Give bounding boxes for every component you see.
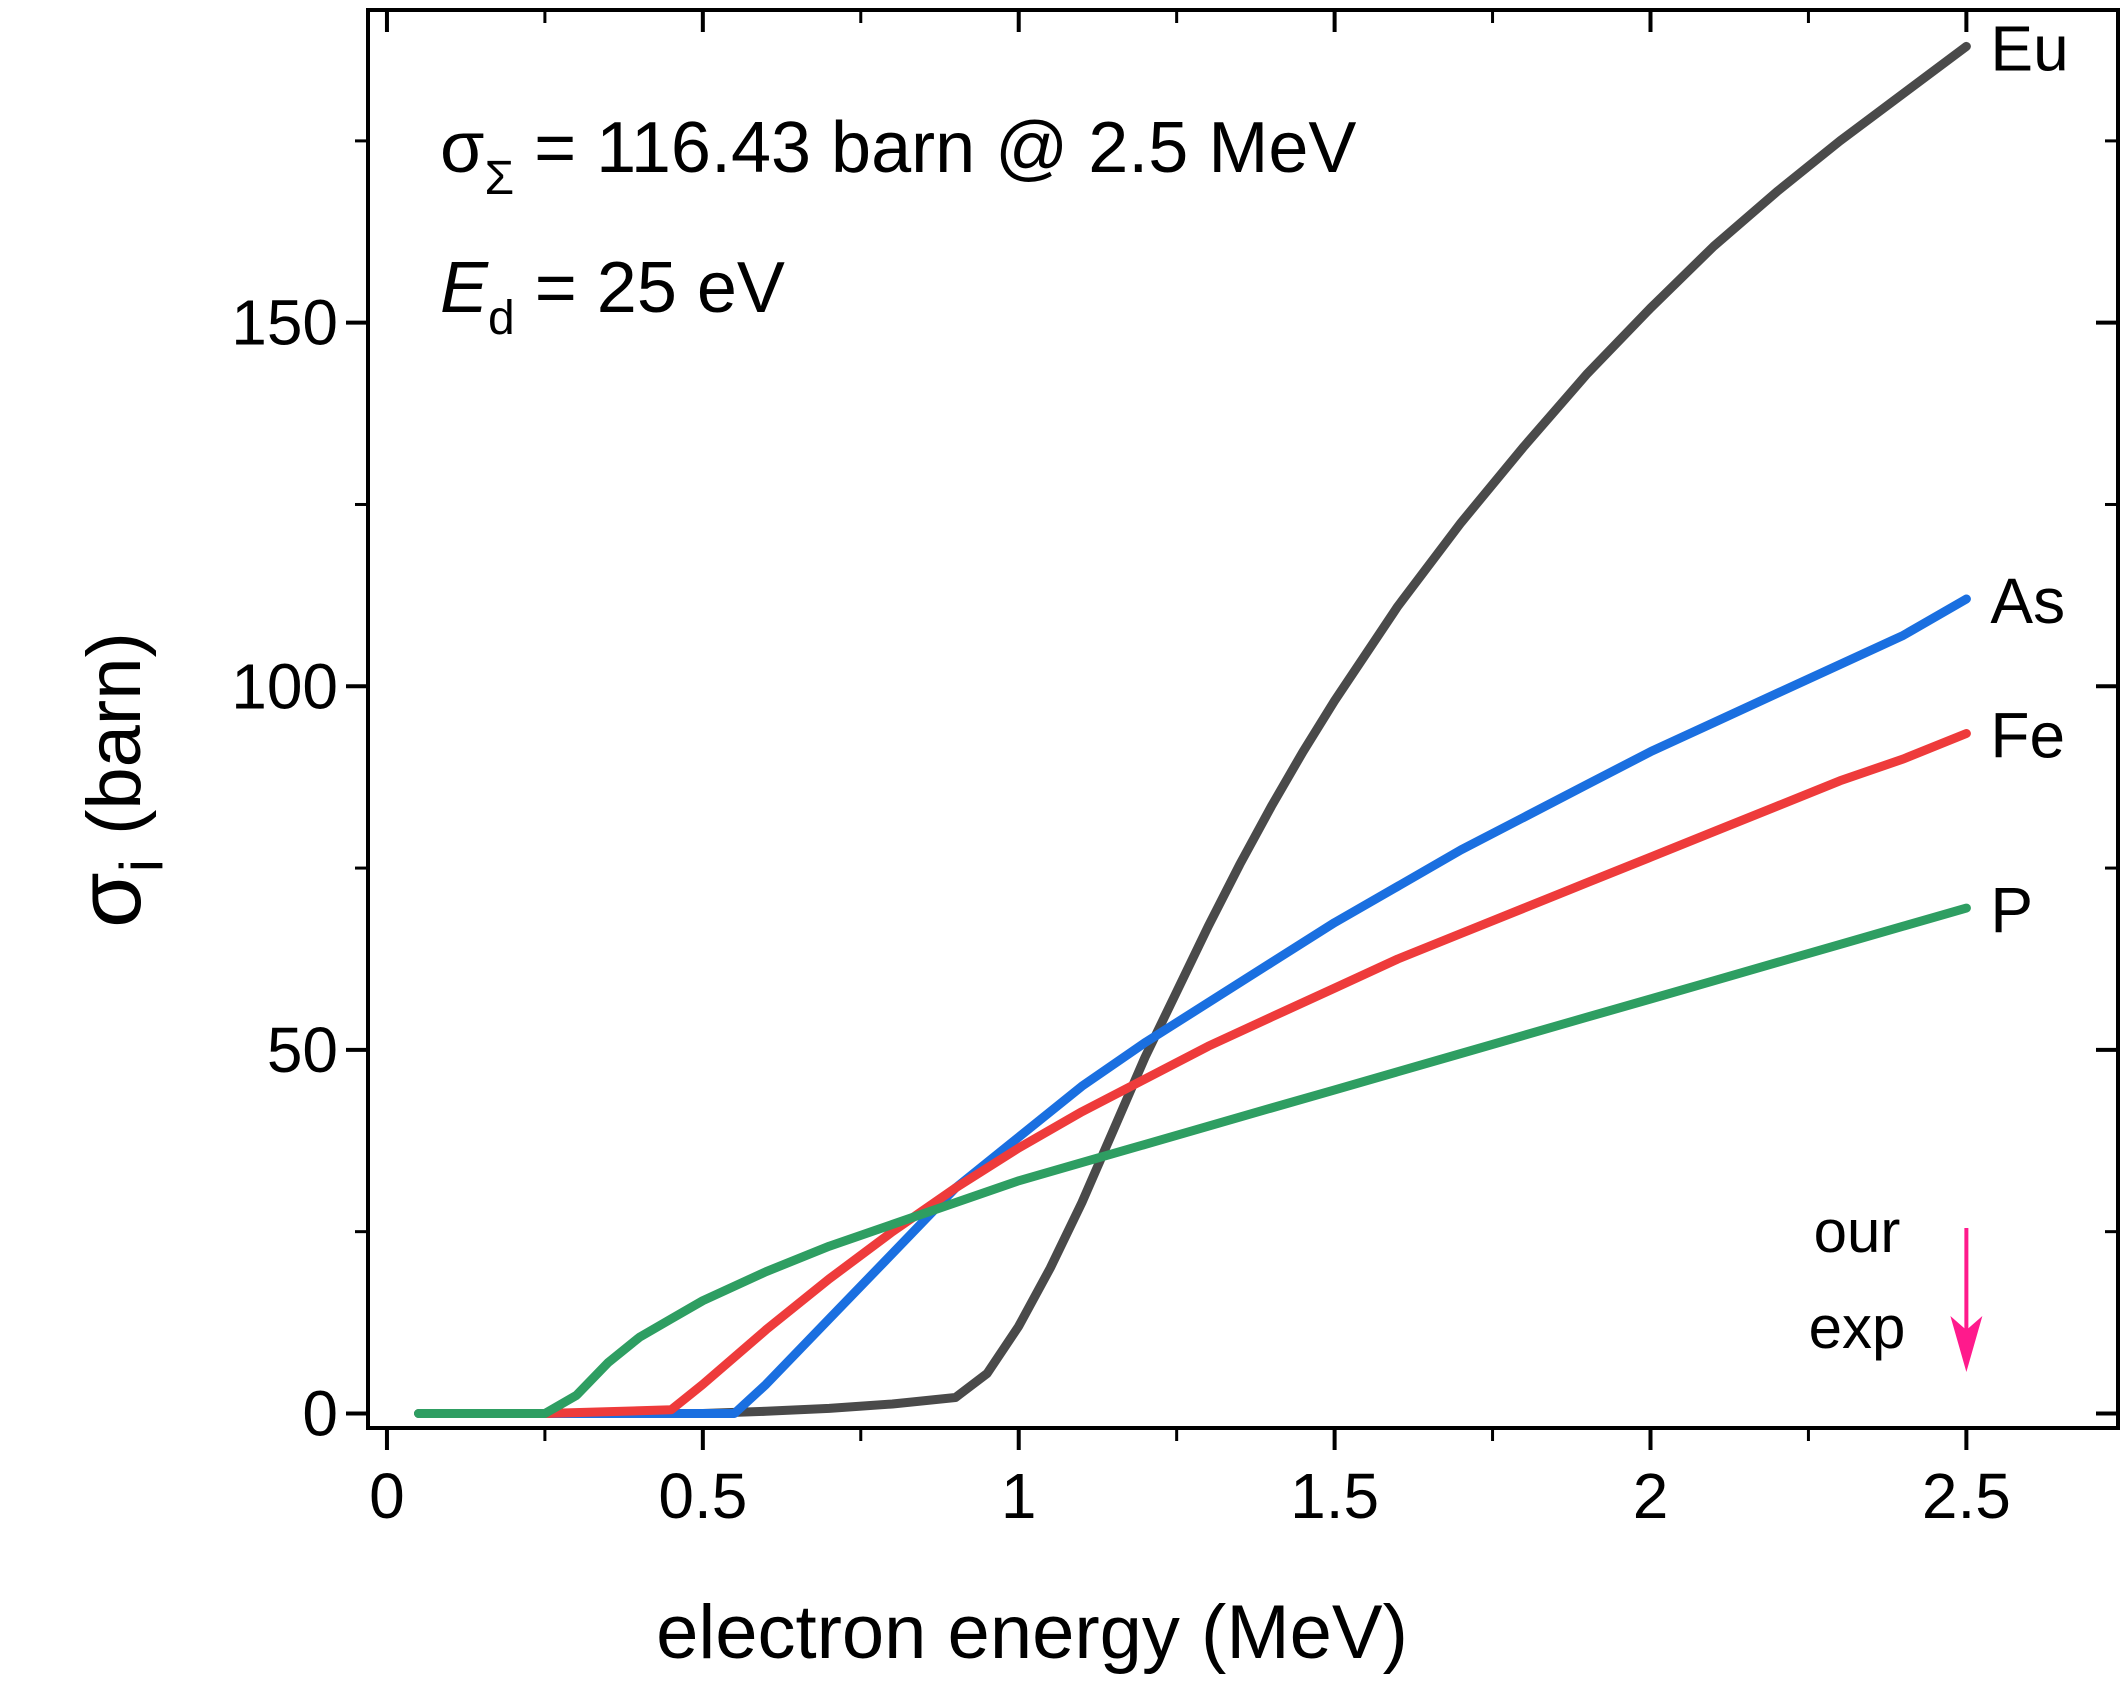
sigma-sum-value: = 116.43 barn @ 2.5 MeV: [514, 108, 1356, 188]
series-line-fe: [540, 729, 1971, 1418]
exp-label-exp: exp: [1809, 1294, 1906, 1361]
x-tick-label: 2: [1633, 1460, 1669, 1532]
x-axis-title: electron energy (MeV): [656, 1590, 1408, 1675]
plot-frame: [366, 8, 2120, 1430]
ed-symbol: E: [440, 248, 489, 328]
exp-label-our: our: [1814, 1198, 1901, 1265]
series-label-eu: Eu: [1990, 12, 2068, 84]
y-axis-unit: (barn): [72, 632, 157, 835]
series-line-p: [414, 903, 1971, 1418]
x-tick-label: 0.5: [658, 1460, 747, 1532]
y-tick-label: 0: [302, 1377, 338, 1449]
exp-arrow-head: [1950, 1316, 1983, 1372]
y-tick-label: 150: [231, 287, 338, 359]
ed-value: = 25 eV: [515, 248, 785, 328]
ed-subscript: d: [488, 292, 515, 345]
x-tick-label: 1: [1001, 1460, 1037, 1532]
minor-ticks: [355, 10, 2118, 1441]
sigma-sum-subscript: Σ: [484, 152, 514, 205]
series-label-p: P: [1990, 874, 2033, 946]
annotation-displacement-energy: Ed = 25 eV: [440, 248, 785, 345]
x-tick-labels: 0 0.5 1 1.5 2 2.5: [369, 1460, 2011, 1532]
y-axis-title: σi (barn): [60, 632, 175, 928]
annotation-sigma-sum: σΣ = 116.43 barn @ 2.5 MeV: [440, 108, 1356, 205]
y-axis-subscript: i: [108, 859, 175, 872]
sigma-sum-symbol: σ: [440, 108, 484, 188]
exp-arrow-icon: [1950, 1228, 1983, 1372]
series-labels: Eu As Fe P: [1990, 12, 2068, 946]
x-tick-label: 0: [369, 1460, 405, 1532]
y-tick-label: 100: [231, 650, 338, 722]
y-axis-symbol: σ: [60, 872, 160, 928]
series-label-as: As: [1990, 565, 2065, 637]
series-layer: [414, 41, 1971, 1418]
y-tick-label: 50: [267, 1014, 338, 1086]
series-line-as: [540, 594, 1971, 1418]
x-tick-label: 1.5: [1290, 1460, 1379, 1532]
series-line-eu: [414, 41, 1971, 1418]
series-label-fe: Fe: [1990, 700, 2065, 772]
major-ticks: [346, 10, 2118, 1450]
x-tick-label: 2.5: [1922, 1460, 2011, 1532]
y-tick-labels: 0 50 100 150: [231, 287, 338, 1450]
